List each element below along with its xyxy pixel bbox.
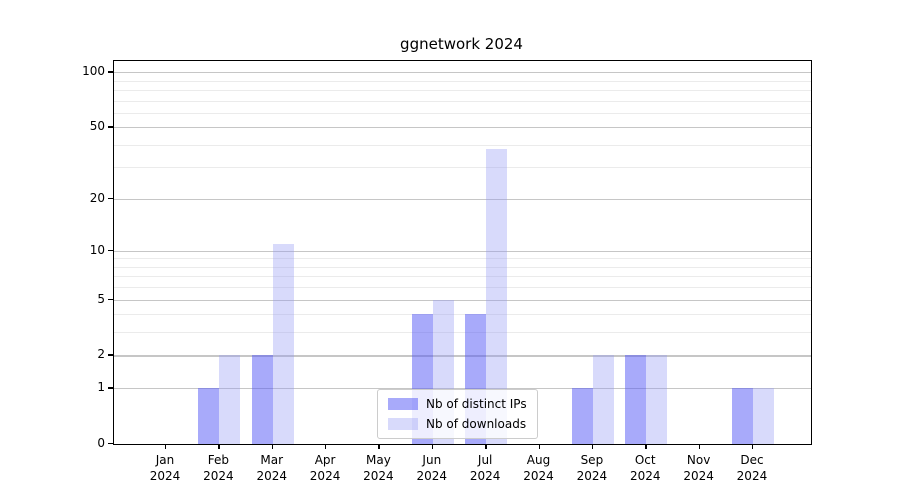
- x-axis-tick-mark: [591, 444, 594, 449]
- bar-distinct-ips-sep: [571, 388, 593, 444]
- gridline-minor: [114, 167, 811, 169]
- bar-distinct-ips-mar: [251, 355, 273, 444]
- gridline-minor: [114, 100, 811, 102]
- bar-downloads-oct: [646, 355, 668, 444]
- y-axis-tick-mark: [108, 354, 113, 356]
- x-axis-tick-label-feb: Feb 2024: [203, 453, 234, 483]
- y-axis-tick-label: 0: [97, 436, 105, 450]
- y-axis-tick-label: 20: [89, 190, 105, 205]
- bar-downloads-jul: [486, 148, 508, 444]
- gridline-major: [114, 250, 811, 252]
- legend-swatch-distinct-ips: [388, 398, 418, 410]
- x-axis-tick-mark: [485, 444, 487, 449]
- legend-item-downloads: Nb of downloads: [388, 417, 527, 431]
- bar-downloads-sep: [592, 355, 614, 444]
- y-axis-tick-mark: [108, 387, 113, 389]
- y-axis-tick-label: 100: [82, 64, 105, 79]
- x-axis-tick-label-jul: Jul 2024: [469, 453, 501, 483]
- gridline-major: [114, 127, 811, 129]
- chart-title: ggnetwork 2024: [400, 35, 523, 53]
- x-axis-tick-mark: [645, 444, 647, 449]
- x-axis-tick-label-sep: Sep 2024: [576, 453, 608, 483]
- gridline-minor: [114, 332, 811, 334]
- y-axis-tick-mark: [108, 197, 113, 200]
- x-axis-tick-label-apr: Apr 2024: [309, 453, 341, 483]
- gridline-major: [114, 388, 811, 390]
- y-axis-tick-mark: [108, 126, 113, 128]
- gridline-minor: [114, 89, 811, 91]
- gridline-minor: [114, 266, 811, 268]
- gridline-minor: [114, 112, 811, 114]
- x-axis-tick-label-mar: Mar 2024: [256, 453, 287, 483]
- bar-distinct-ips-dec: [731, 388, 753, 444]
- y-axis-tick-label: 10: [89, 242, 105, 257]
- x-axis-tick-mark: [431, 444, 434, 449]
- bar-downloads-dec: [752, 388, 774, 444]
- x-axis-tick-mark: [538, 444, 540, 449]
- x-axis-tick-mark: [378, 444, 380, 449]
- bar-downloads-mar: [272, 243, 294, 444]
- x-axis-tick-mark: [165, 444, 167, 449]
- x-axis-tick-mark: [325, 444, 327, 449]
- legend-label-downloads: Nb of downloads: [426, 417, 527, 431]
- x-axis-tick-label-nov: Nov 2024: [683, 453, 714, 483]
- y-axis-tick-label: 50: [89, 119, 105, 134]
- x-axis-tick-label-jun: Jun 2024: [416, 453, 448, 483]
- x-axis-tick-mark: [271, 444, 274, 449]
- x-axis-tick-label-aug: Aug 2024: [523, 453, 554, 483]
- y-axis-tick-mark: [108, 298, 113, 301]
- legend-swatch-downloads: [388, 418, 418, 430]
- x-axis-tick-mark: [751, 444, 754, 449]
- legend: Nb of distinct IPs Nb of downloads: [377, 389, 538, 439]
- x-axis-tick-mark: [698, 444, 700, 449]
- x-axis-tick-label-may: May 2024: [363, 453, 394, 483]
- y-axis-tick-label: 2: [97, 347, 105, 362]
- gridline-major: [114, 72, 811, 74]
- gridline-minor: [114, 276, 811, 278]
- x-axis-tick-mark: [218, 444, 220, 449]
- y-axis-tick-label: 5: [97, 291, 105, 306]
- plot-area: Nb of distinct IPs Nb of downloads: [113, 60, 812, 445]
- legend-label-distinct-ips: Nb of distinct IPs: [426, 397, 527, 411]
- gridline-minor: [114, 314, 811, 316]
- y-axis-tick-mark: [108, 249, 113, 252]
- gridline-major: [114, 299, 811, 301]
- gridline-major: [114, 355, 811, 357]
- y-axis-tick-mark: [108, 443, 113, 445]
- gridline-minor: [114, 80, 811, 82]
- gridline-minor: [114, 258, 811, 260]
- gridline-minor: [114, 287, 811, 289]
- bar-distinct-ips-feb: [198, 388, 220, 444]
- x-axis-tick-label-dec: Dec 2024: [736, 453, 768, 483]
- bar-distinct-ips-oct: [625, 355, 647, 444]
- x-axis-tick-label-jan: Jan 2024: [149, 453, 181, 483]
- x-axis-tick-label-oct: Oct 2024: [629, 453, 661, 483]
- legend-item-distinct-ips: Nb of distinct IPs: [388, 397, 527, 411]
- y-axis-tick-mark: [108, 71, 113, 73]
- gridline-minor: [114, 144, 811, 146]
- bar-downloads-feb: [219, 355, 241, 444]
- y-axis-tick-label: 1: [97, 380, 105, 395]
- gridline-major: [114, 198, 811, 200]
